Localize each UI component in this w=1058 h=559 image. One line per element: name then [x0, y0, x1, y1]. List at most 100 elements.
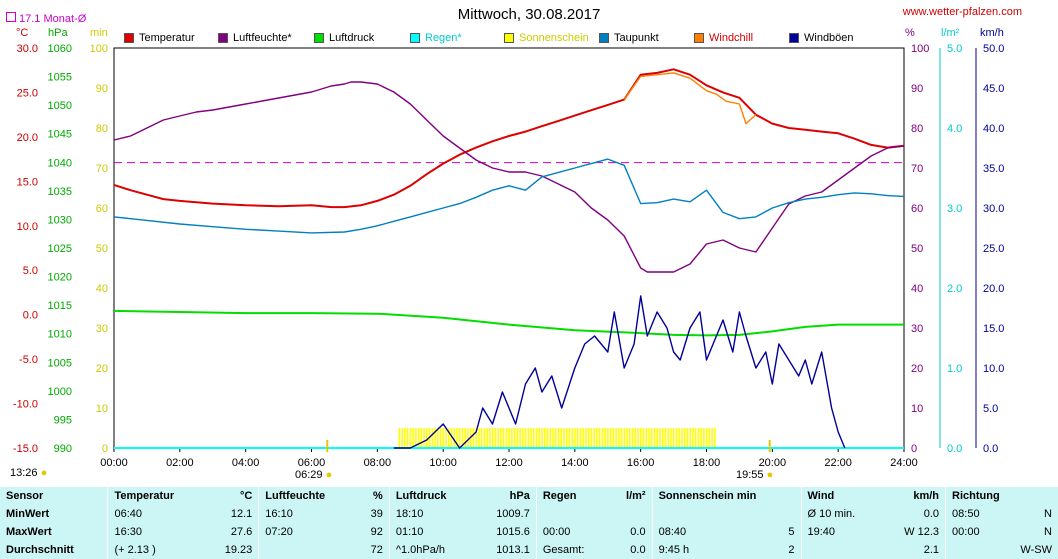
x-tick-label: 12:00: [495, 457, 523, 469]
stats-row-avg: Durchschnitt (+ 2.13 ) 19.23 72 ^1.0hPa/…: [0, 541, 1058, 559]
pressure-tick-label: 1025: [48, 243, 72, 255]
pressure-tick-label: 1035: [48, 186, 72, 198]
legend-luftfeuchte: Luftfeuchte*: [218, 31, 292, 45]
col-wind-unit: km/h: [913, 490, 940, 502]
pressure-tick-label: 1015: [48, 300, 72, 312]
x-tick-label: 04:00: [232, 457, 260, 469]
sunshine-tick-label: 20: [96, 363, 108, 375]
legend-label: Luftfeuchte*: [233, 32, 292, 44]
cell: 2.1: [923, 544, 940, 556]
humidity-tick-label: 80: [911, 123, 923, 135]
humidity-tick-label: 90: [911, 83, 923, 95]
cell: 06:40: [107, 505, 205, 523]
cell: 07:20: [258, 523, 357, 541]
temp-tick-label: -5.0: [19, 354, 38, 366]
sunshine-tick-label: 100: [90, 43, 108, 55]
col-sonnenschein: Sonnenschein min: [651, 487, 801, 505]
sunshine-tick-label: 50: [96, 243, 108, 255]
cell: 9:45 h: [651, 541, 757, 559]
daylength-label: 13:26 ●: [10, 467, 47, 479]
x-tick-label: 06:00: [298, 457, 326, 469]
temp-tick-label: 15.0: [17, 176, 38, 188]
cell: 12.1: [230, 508, 253, 520]
plot-area: [113, 47, 905, 449]
wind-tick-label: 10.0: [983, 363, 1004, 375]
pressure-tick-label: 1050: [48, 100, 72, 112]
wind-tick-label: 45.0: [983, 83, 1004, 95]
temp-tick-label: 20.0: [17, 132, 38, 144]
pressure-tick-label: 1055: [48, 72, 72, 84]
sunshine-tick-label: 90: [96, 83, 108, 95]
swatch-taupunkt: [599, 33, 609, 43]
sunset-icon: ●: [763, 469, 774, 481]
unit-sunshine: min: [90, 27, 108, 39]
cell: 0.0: [630, 526, 646, 538]
sunshine-tick-label: 40: [96, 283, 108, 295]
cell: (+ 2.13 ): [107, 541, 205, 559]
x-tick-label: 02:00: [166, 457, 194, 469]
series-luftdruck-line: [113, 309, 904, 337]
cell: ^1.0hPa/h: [388, 541, 475, 559]
col-sensor: Sensor: [6, 490, 44, 502]
pressure-tick-label: 1005: [48, 357, 72, 369]
x-tick-label: 08:00: [364, 457, 392, 469]
pressure-tick-label: 1020: [48, 272, 72, 284]
legend-windchill: Windchill: [694, 31, 753, 45]
legend-label: Sonnenschein: [519, 32, 589, 44]
col-richtung: Richtung: [945, 487, 1058, 505]
cell: 00:00: [535, 523, 610, 541]
monthly-mean-text: 17.1 Monat-Ø: [19, 13, 87, 25]
chart-title: Mittwoch, 30.08.2017: [457, 6, 601, 23]
unit-pressure: hPa: [48, 27, 68, 39]
cell: [945, 541, 1000, 559]
pressure-tick-label: 990: [54, 443, 72, 455]
wind-tick-label: 25.0: [983, 243, 1004, 255]
sunshine-tick-label: 70: [96, 163, 108, 175]
x-tick-label: 14:00: [561, 457, 589, 469]
sunshine-tick-label: 30: [96, 323, 108, 335]
cell: 19.23: [224, 544, 253, 556]
cell: 08:50: [945, 505, 1000, 523]
col-regen: Regen: [535, 487, 610, 505]
sunset-text: 19:55: [736, 469, 764, 481]
cell: 2: [788, 544, 795, 556]
legend-luftdruck: Luftdruck: [314, 31, 374, 45]
cell: Gesamt:: [535, 541, 610, 559]
x-tick-label: 00:00: [100, 457, 128, 469]
swatch-regen: [410, 33, 420, 43]
site-link[interactable]: www.wetter-pfalzen.com: [902, 6, 1022, 18]
stats-row-max: MaxWert 16:30 27.6 07:20 92 01:10 1015.6…: [0, 523, 1058, 541]
cell: 72: [370, 544, 383, 556]
legend-windboeen: Windböen: [789, 31, 854, 45]
col-luftdruck-unit: hPa: [509, 490, 530, 502]
pressure-tick-label: 1000: [48, 386, 72, 398]
cell: 19:40: [800, 523, 882, 541]
pressure-tick-label: 1045: [48, 129, 72, 141]
cell: 92: [370, 526, 383, 538]
sunshine-tick-label: 0: [102, 443, 108, 455]
wind-tick-label: 5.0: [983, 403, 998, 415]
square-icon: [6, 12, 16, 22]
cell: 5: [788, 526, 795, 538]
pressure-tick-label: 995: [54, 414, 72, 426]
rain-tick-label: 5.0: [947, 43, 962, 55]
swatch-luftdruck: [314, 33, 324, 43]
rain-tick-label: 3.0: [947, 203, 962, 215]
cell: 08:40: [651, 523, 757, 541]
legend-label: Temperatur: [139, 32, 195, 44]
cell: Ø 10 min.: [800, 505, 882, 523]
pressure-tick-label: 1010: [48, 329, 72, 341]
humidity-tick-label: 30: [911, 323, 923, 335]
series-windchill-line: [623, 72, 757, 125]
series-temperatur-line: [113, 68, 905, 209]
x-tick-label: 22:00: [824, 457, 852, 469]
wind-tick-label: 20.0: [983, 283, 1004, 295]
sunrise-label: 06:29 ●: [295, 469, 332, 481]
humidity-tick-label: 0: [911, 443, 917, 455]
humidity-tick-label: 70: [911, 163, 923, 175]
rain-tick-label: 4.0: [947, 123, 962, 135]
humidity-tick-label: 40: [911, 283, 923, 295]
legend-label: Windböen: [804, 32, 854, 44]
cell: [756, 505, 801, 523]
monthly-mean-label: 17.1 Monat-Ø: [6, 12, 86, 25]
